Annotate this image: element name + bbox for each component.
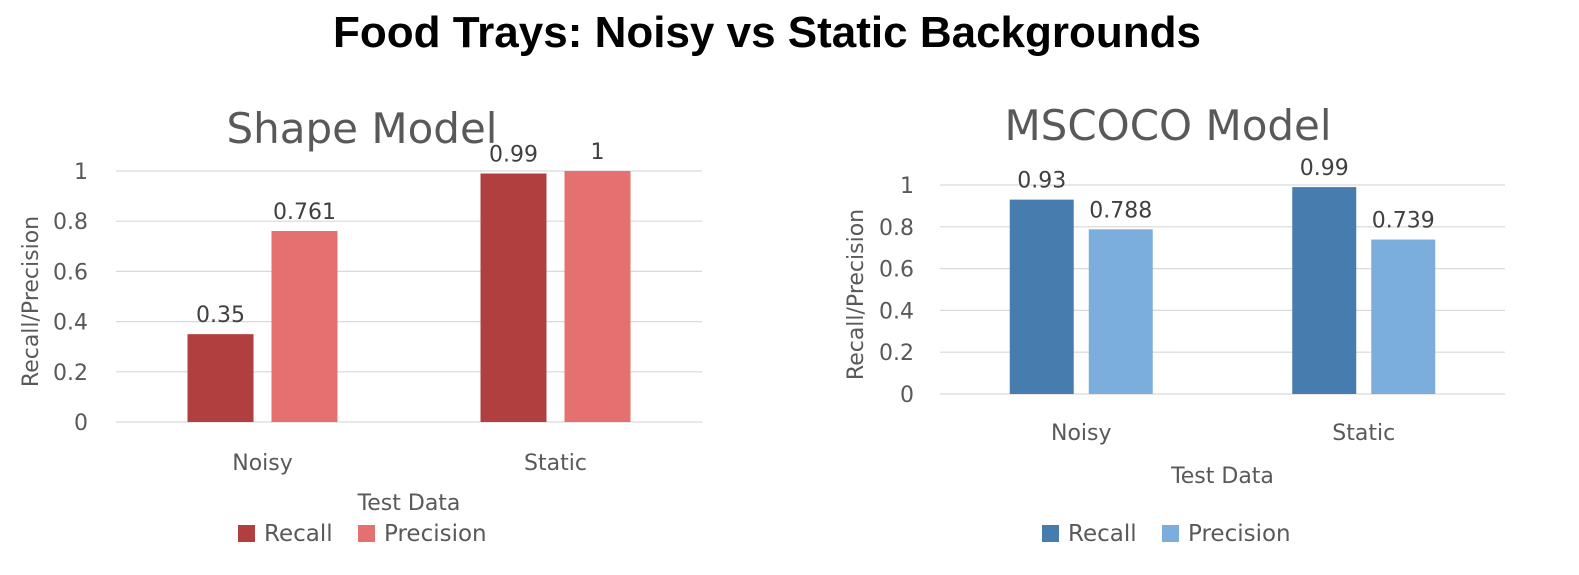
legend: Recall Precision: [238, 521, 487, 547]
y-tick-label: 0: [74, 411, 88, 436]
bar-precision-static: [564, 171, 631, 422]
data-label: 1: [591, 140, 605, 165]
data-label: 0.35: [196, 303, 245, 328]
bar-precision-noisy: [1088, 229, 1153, 394]
bar-recall-static: [1292, 187, 1357, 394]
y-tick-label: 0.4: [879, 299, 914, 324]
data-label: 0.93: [1017, 169, 1066, 194]
x-tick-label: Static: [524, 451, 587, 476]
y-tick-label: 1: [74, 160, 88, 185]
y-tick-label: 0.8: [53, 210, 88, 235]
y-tick-label: 0.6: [53, 260, 88, 285]
y-tick-label: 0.4: [53, 311, 88, 336]
x-tick-label: Static: [1332, 421, 1395, 446]
bar-precision-static: [1371, 239, 1436, 394]
legend-label-precision: Precision: [1188, 521, 1291, 547]
legend-label-recall: Recall: [264, 521, 333, 547]
chart-title: Shape Model: [227, 104, 498, 153]
data-label: 0.761: [273, 200, 336, 225]
x-tick-label: Noisy: [232, 451, 293, 476]
y-tick-label: 0.2: [53, 361, 88, 386]
bar-precision-noisy: [271, 230, 338, 422]
bar-recall-noisy: [1009, 199, 1074, 394]
data-label: 0.99: [1300, 156, 1349, 181]
page-title: Food Trays: Noisy vs Static Backgrounds: [332, 8, 1201, 57]
x-axis-title: Test Data: [1170, 464, 1274, 489]
chart-title: MSCOCO Model: [1004, 101, 1331, 150]
legend: Recall Precision: [1042, 521, 1291, 547]
legend-swatch-recall: [238, 525, 255, 542]
bar-recall-noisy: [187, 334, 254, 422]
legend-swatch-precision: [1162, 525, 1179, 542]
y-tick-label: 0.2: [879, 341, 914, 366]
legend-swatch-recall: [1042, 525, 1059, 542]
y-axis-title: Recall/Precision: [19, 216, 44, 387]
shape-model-chart: 0 0.2 0.4 0.6 0.8 1 Shape Model 0.35 0.761 Noisy 0…: [19, 104, 702, 547]
y-tick-label: 0.6: [879, 258, 914, 283]
y-tick-label: 0.8: [879, 216, 914, 241]
y-tick-label: 1: [900, 174, 914, 199]
legend-label-precision: Precision: [384, 521, 487, 547]
x-tick-label: Noisy: [1051, 421, 1112, 446]
data-label: 0.739: [1372, 209, 1435, 234]
legend-label-recall: Recall: [1068, 521, 1137, 547]
data-label: 0.99: [489, 143, 538, 168]
y-axis-title: Recall/Precision: [844, 209, 869, 380]
mscoco-model-chart: 0 0.2 0.4 0.6 0.8 1 MSCOCO Model 0.93 0.788 Noisy…: [844, 101, 1505, 547]
legend-swatch-precision: [358, 525, 375, 542]
y-tick-label: 0: [900, 383, 914, 408]
data-label: 0.788: [1089, 198, 1152, 223]
x-axis-title: Test Data: [357, 491, 461, 516]
bar-recall-static: [480, 173, 547, 422]
